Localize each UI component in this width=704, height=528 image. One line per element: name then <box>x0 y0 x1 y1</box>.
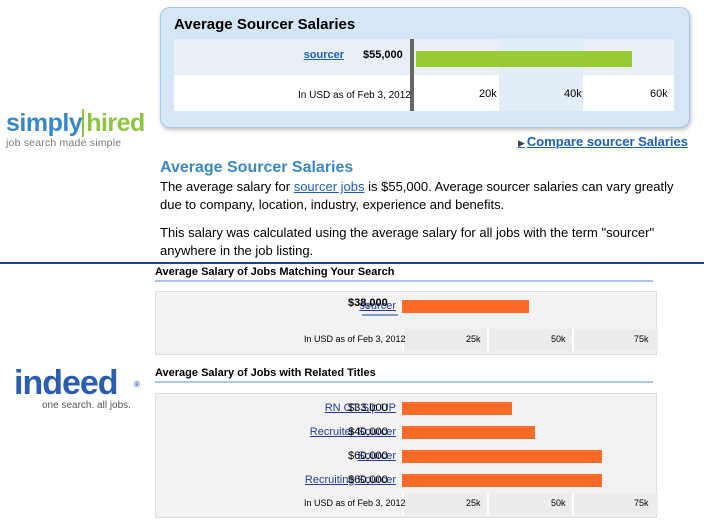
salary-chart-related: RN OT Slp UP $33,000 Recruiter Sourcer $40,… <box>155 393 658 518</box>
card-title: Average Sourcer Salaries <box>174 16 356 33</box>
scale-cell <box>572 493 658 515</box>
tick-label: 50k <box>551 498 566 508</box>
job-title-link[interactable]: Sourcer <box>357 450 396 462</box>
section-heading-matching: Average Salary of Jobs Matching Your Sea… <box>155 266 653 282</box>
indeed-logo: indeed ® one search. all jobs. <box>14 366 144 411</box>
sourcer-jobs-link[interactable]: sourcer jobs <box>293 179 365 194</box>
tick-label: 25k <box>466 334 481 344</box>
salary-bar <box>416 51 632 67</box>
salary-bar <box>402 426 535 439</box>
salary-row: Recruiter Sourcer $40,000 <box>156 420 656 445</box>
salary-bar <box>402 450 602 463</box>
tick-label: 75k <box>634 334 649 344</box>
scale-cell <box>572 329 658 351</box>
section-heading: Average Sourcer Salaries <box>160 159 354 176</box>
job-title-link[interactable]: Recruiting Sourcer <box>304 474 396 486</box>
job-title-link[interactable]: Recruiter Sourcer <box>309 426 396 438</box>
tick-label: 60k <box>650 88 668 100</box>
tick-label: 20k <box>479 88 497 100</box>
compare-salaries-link[interactable]: ▶ Compare sourcer Salaries <box>518 134 688 149</box>
salary-bar <box>402 474 602 487</box>
salary-amount: $40,000 <box>348 426 388 438</box>
currency-note: In USD as of Feb 3, 2012 <box>298 90 411 101</box>
logo-hired-text: hired <box>82 109 145 137</box>
logo-simply-text: simply <box>6 109 83 137</box>
salary-row: sourcer $38,000 <box>156 294 656 319</box>
registered-mark: ® <box>134 380 140 389</box>
scale-cell <box>402 329 487 351</box>
logo-indeed-text: indeed <box>14 364 119 402</box>
para-text: is $55,000. Average sourcer salaries can… <box>160 179 674 212</box>
section-heading-related: Average Salary of Jobs with Related Titl… <box>155 367 653 383</box>
tick-label: 50k <box>551 334 566 344</box>
currency-note: In USD as of Feb 3, 2012 <box>304 334 406 344</box>
compare-link-text: Compare sourcer Salaries <box>526 134 688 149</box>
scale-cell <box>402 493 487 515</box>
scale-cell <box>487 493 572 515</box>
salary-bar <box>402 402 512 415</box>
job-title-link-sourcer[interactable]: sourcer <box>303 49 344 61</box>
amount-underline <box>362 314 398 316</box>
salary-amount: $38,000 <box>348 297 388 309</box>
salary-amount: $55,000 <box>363 49 403 61</box>
tick-label: 25k <box>466 498 481 508</box>
job-title-link[interactable]: sourcer <box>359 300 396 312</box>
logo-tagline: job search made simple <box>6 137 122 149</box>
currency-note: In USD as of Feb 3, 2012 <box>304 498 406 508</box>
salary-row: Sourcer $60,000 <box>156 444 656 469</box>
salary-chart: sourcer $55,000 In USD as of Feb 3, 2012… <box>174 39 674 111</box>
tick-label: 75k <box>634 498 649 508</box>
chart-column-shade <box>499 39 583 111</box>
scale-cell <box>487 329 572 351</box>
salary-amount: $60,000 <box>348 474 388 486</box>
triangle-right-icon: ▶ <box>517 138 525 148</box>
salary-row: Recruiting Sourcer $60,000 <box>156 468 656 493</box>
salary-amount: $60,000 <box>348 450 388 462</box>
simplyhired-logo: simply hired job search made simple <box>6 109 152 149</box>
job-title-link[interactable]: RN OT Slp UP <box>324 402 396 414</box>
para-text: The average salary for <box>160 179 294 194</box>
description-paragraph: The average salary for sourcer jobs is $… <box>160 178 684 214</box>
salary-amount: $33,000 <box>348 402 388 414</box>
tick-label: 40k <box>564 88 582 100</box>
salary-row: RN OT Slp UP $33,000 <box>156 396 656 421</box>
section-divider <box>0 262 704 264</box>
salary-chart-matching: sourcer $38,000 In USD as of Feb 3, 2012 25… <box>155 291 658 355</box>
salary-card: Average Sourcer Salaries sourcer $55,000… <box>160 7 690 128</box>
chart-axis-line <box>410 39 414 111</box>
scale-row: In USD as of Feb 3, 2012 25k 50k 75k <box>156 329 658 351</box>
calculation-paragraph: This salary was calculated using the ave… <box>160 225 655 258</box>
scale-row: In USD as of Feb 3, 2012 25k 50k 75k <box>156 493 658 515</box>
salary-bar <box>402 300 529 313</box>
logo-tagline: one search. all jobs. <box>42 400 131 411</box>
